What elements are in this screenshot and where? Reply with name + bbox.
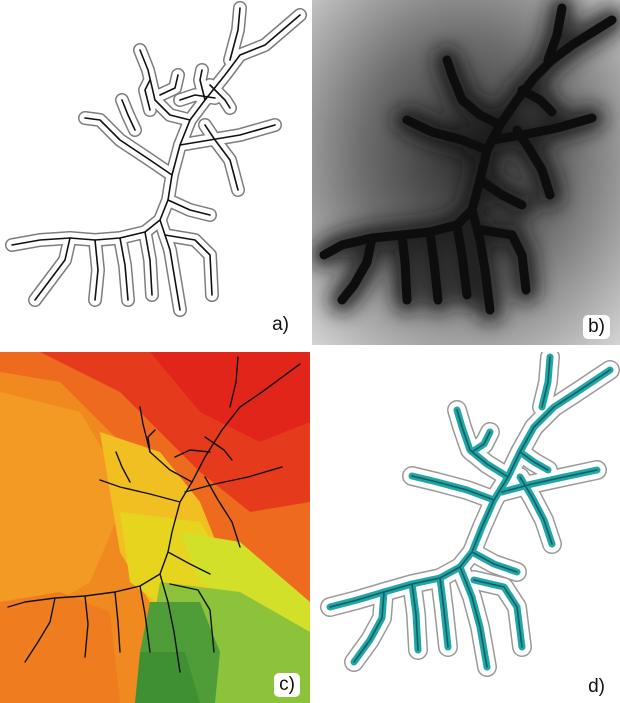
panel-c: c) bbox=[0, 352, 310, 703]
branch-segment bbox=[487, 113, 597, 145]
region-yellow-green bbox=[180, 532, 310, 632]
region-deep-red bbox=[150, 352, 310, 442]
panel-label-c: c) bbox=[274, 673, 300, 697]
branch-segment bbox=[115, 451, 131, 483]
panel-label-d: d) bbox=[588, 676, 605, 697]
panel-label-b: b) bbox=[583, 315, 610, 339]
branch-segment bbox=[473, 579, 523, 648]
region-orange-left bbox=[0, 392, 120, 612]
branch-segment bbox=[114, 591, 121, 653]
branch-segment bbox=[411, 475, 495, 501]
region-orange-bottom-left bbox=[0, 592, 120, 703]
branch-segment bbox=[199, 69, 206, 101]
branch-segment bbox=[121, 99, 136, 131]
branch-segment bbox=[477, 225, 531, 295]
branch-segment bbox=[11, 14, 301, 246]
branch-segment bbox=[167, 551, 211, 575]
branch-segment bbox=[512, 125, 555, 200]
branch-segment bbox=[159, 573, 181, 673]
branch-segment bbox=[402, 115, 492, 155]
branch-segment bbox=[329, 369, 611, 608]
branch-segment bbox=[475, 175, 527, 210]
branch-segment bbox=[24, 597, 56, 663]
branch-segment bbox=[159, 74, 179, 96]
branch-segment bbox=[139, 585, 151, 653]
branch-segment bbox=[29, 232, 76, 306]
branch-segment bbox=[397, 230, 412, 305]
branch-segment bbox=[517, 85, 557, 117]
panel-b: b) bbox=[312, 0, 620, 345]
branch-segment bbox=[501, 469, 598, 493]
branch-segment bbox=[84, 595, 89, 658]
branch-segment bbox=[34, 237, 71, 301]
branch-segment bbox=[7, 363, 301, 608]
branch-segment bbox=[439, 577, 449, 648]
panel-a-figure bbox=[5, 1, 307, 317]
branch-segment bbox=[179, 94, 216, 101]
branch-segment bbox=[119, 237, 129, 301]
panel-b-figure bbox=[312, 0, 620, 345]
panel-a: a) bbox=[0, 0, 310, 345]
branch-segment bbox=[84, 117, 173, 176]
panel-d: d) bbox=[312, 352, 620, 703]
branch-segment bbox=[179, 124, 276, 146]
branch-segment bbox=[167, 199, 211, 216]
branch-segment bbox=[204, 124, 239, 191]
panel-c-figure bbox=[0, 352, 310, 703]
branch-segment bbox=[174, 449, 211, 458]
branch-segment bbox=[204, 436, 233, 461]
branch-segment bbox=[147, 429, 156, 453]
branch-segment bbox=[94, 239, 99, 301]
branch-segment bbox=[209, 84, 231, 109]
branch-segment bbox=[184, 466, 283, 493]
branch-segment bbox=[425, 227, 443, 305]
branch-segment bbox=[541, 356, 551, 408]
branch-segment bbox=[411, 583, 419, 651]
branch-segment bbox=[169, 583, 215, 653]
branch-segment bbox=[204, 476, 241, 548]
branch-segment bbox=[459, 566, 488, 668]
branch-segment bbox=[139, 49, 191, 121]
branch-segment bbox=[519, 451, 549, 471]
region-dark-green bbox=[135, 652, 200, 703]
branch-segment bbox=[229, 7, 241, 61]
branch-segment bbox=[471, 551, 518, 573]
panel-label-a: a) bbox=[272, 314, 289, 335]
branch-segment bbox=[442, 55, 505, 130]
branch-segment bbox=[337, 233, 377, 305]
branch-segment bbox=[467, 205, 495, 315]
branch-segment bbox=[471, 431, 491, 453]
branch-segment bbox=[144, 231, 153, 296]
branch-segment bbox=[353, 591, 385, 663]
branch-segment bbox=[144, 79, 151, 111]
branch-segment bbox=[452, 220, 472, 300]
panel-d-figure bbox=[320, 352, 620, 677]
branch-segment bbox=[543, 3, 567, 65]
branch-segment bbox=[229, 356, 239, 408]
branch-segment bbox=[519, 476, 553, 545]
branch-segment bbox=[99, 479, 181, 503]
branch-segment bbox=[456, 409, 509, 478]
branch-segment bbox=[164, 234, 213, 296]
